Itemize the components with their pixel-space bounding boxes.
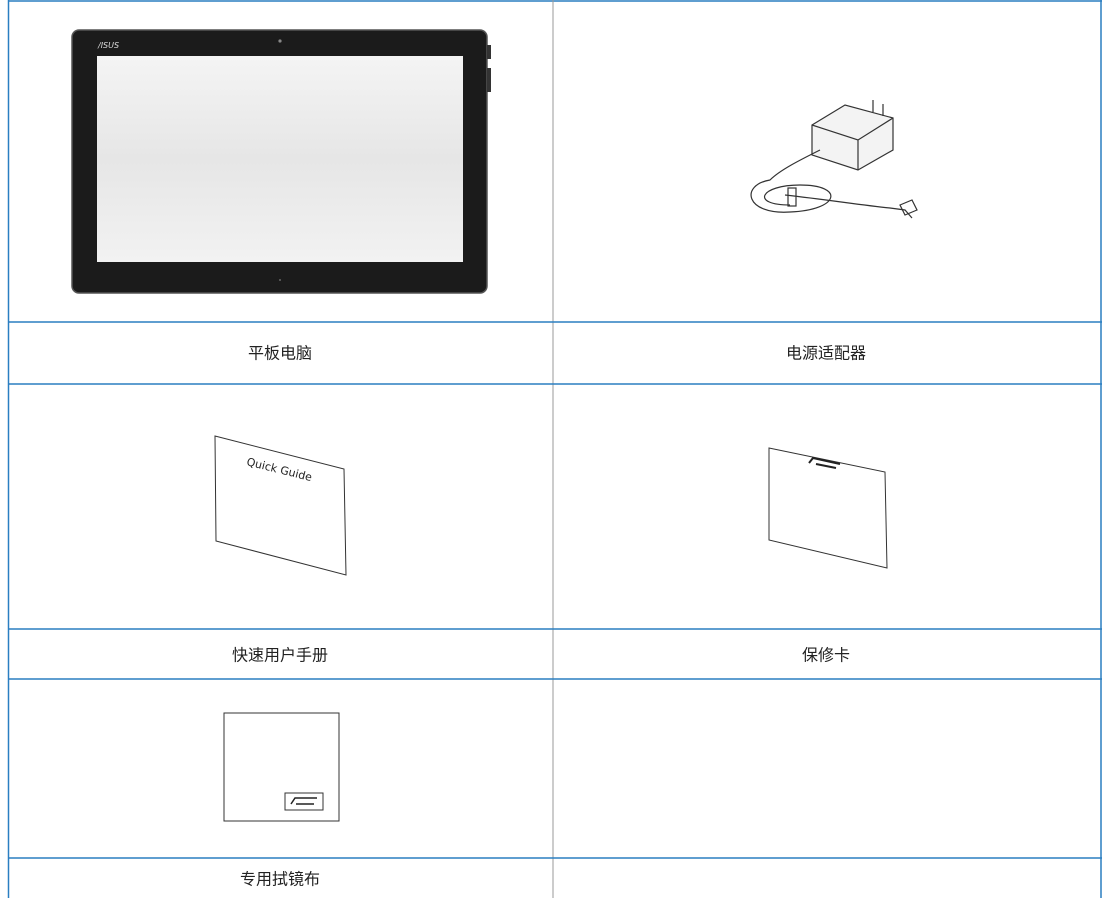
svg-text:/ISUS: /ISUS (97, 41, 119, 50)
warranty-illustration (768, 447, 888, 569)
item-label: 平板电脑 (248, 344, 312, 363)
asus-logo (290, 797, 317, 805)
item-label: 电源适配器 (786, 344, 866, 363)
asus-logo (808, 456, 841, 469)
table-grid (7, 0, 1102, 898)
quick-guide-illustration: Quick Guide (214, 435, 347, 576)
item-label: 专用拭镜布 (240, 870, 320, 889)
item-label: 保修卡 (802, 646, 850, 665)
cloth-illustration (223, 712, 340, 822)
tablet-illustration: /ISUS (71, 29, 491, 294)
item-label: 快速用户手册 (232, 646, 328, 665)
adapter-illustration (750, 100, 918, 219)
